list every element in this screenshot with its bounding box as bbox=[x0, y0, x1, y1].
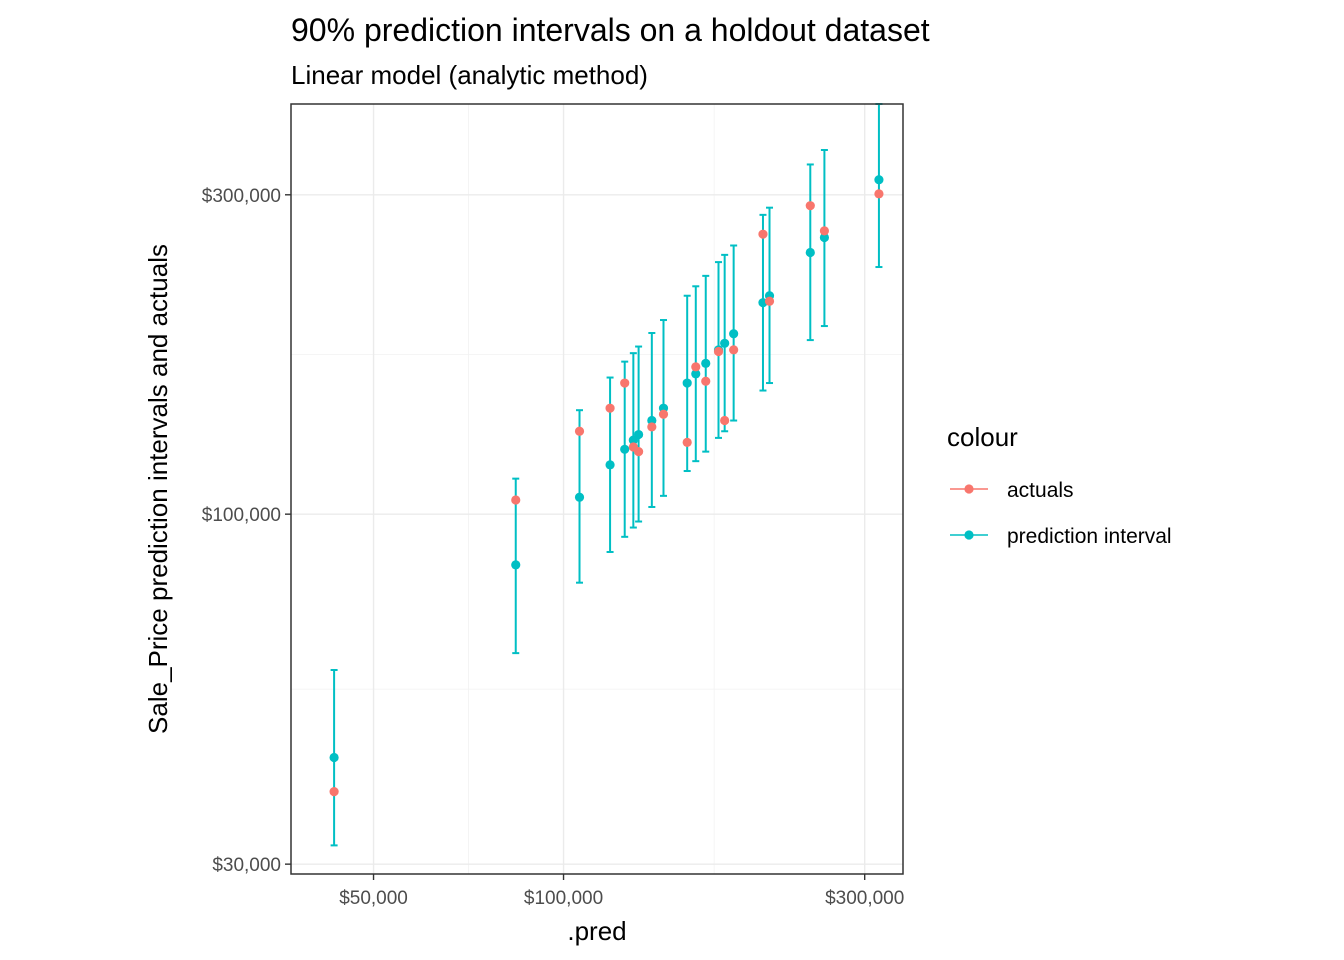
legend: colour actuals prediction interval bbox=[947, 422, 1172, 548]
legend-title: colour bbox=[947, 422, 1018, 452]
series-prediction-interval bbox=[329, 103, 884, 847]
interval-errorbar bbox=[511, 477, 521, 655]
prediction-point bbox=[819, 232, 830, 243]
legend-key-point bbox=[964, 530, 974, 540]
panel-border bbox=[290, 103, 904, 875]
interval-errorbar bbox=[634, 345, 644, 523]
grid-major bbox=[291, 104, 903, 874]
prediction-point bbox=[682, 378, 692, 388]
actual-point bbox=[758, 229, 768, 239]
interval-errorbar bbox=[720, 253, 730, 433]
actual-point bbox=[691, 362, 701, 372]
actual-point bbox=[647, 422, 657, 432]
prediction-point bbox=[720, 338, 730, 348]
actual-point bbox=[574, 426, 585, 436]
prediction-point bbox=[729, 329, 739, 339]
actual-point bbox=[764, 296, 775, 306]
interval-errorbar bbox=[691, 285, 701, 463]
prediction-point bbox=[511, 560, 521, 570]
legend-entry: actuals bbox=[950, 479, 1074, 502]
actual-point bbox=[713, 346, 724, 357]
y-tick-label: $30,000 bbox=[212, 855, 281, 876]
x-tick-label: $100,000 bbox=[524, 888, 603, 909]
chart-subtitle: Linear model (analytic method) bbox=[291, 60, 648, 90]
actual-point bbox=[605, 403, 615, 413]
plot-panel bbox=[290, 103, 904, 875]
y-axis-title: Sale_Price prediction intervals and actu… bbox=[143, 244, 173, 734]
prediction-point bbox=[874, 175, 884, 185]
interval-errorbar bbox=[701, 274, 711, 453]
actual-point bbox=[874, 189, 884, 199]
prediction-point bbox=[647, 415, 657, 426]
interval-errorbar bbox=[819, 148, 830, 328]
y-tick-label: $100,000 bbox=[202, 505, 281, 526]
actual-point bbox=[658, 409, 669, 419]
chart-title: 90% prediction intervals on a holdout da… bbox=[291, 12, 930, 48]
grid-minor bbox=[291, 104, 903, 874]
legend-entry: prediction interval bbox=[950, 525, 1172, 548]
x-axis-title: .pred bbox=[567, 916, 626, 946]
actual-point bbox=[620, 378, 630, 388]
legend-label: actuals bbox=[1007, 479, 1074, 502]
prediction-point bbox=[329, 752, 339, 763]
series-actuals bbox=[329, 189, 884, 797]
x-tick-label: $300,000 bbox=[825, 888, 904, 909]
prediction-point bbox=[620, 444, 630, 454]
prediction-point bbox=[691, 369, 701, 379]
legend-label: prediction interval bbox=[1007, 525, 1172, 548]
interval-errorbar bbox=[729, 244, 739, 422]
x-axis: $50,000 $100,000 $300,000 bbox=[339, 874, 904, 909]
prediction-point bbox=[574, 492, 585, 502]
x-tick-label: $50,000 bbox=[339, 888, 408, 909]
actual-point bbox=[805, 201, 815, 211]
interval-errorbar bbox=[574, 409, 585, 584]
prediction-point bbox=[701, 358, 711, 368]
legend-key-point bbox=[964, 484, 974, 494]
y-tick-label: $300,000 bbox=[202, 186, 281, 207]
actual-point bbox=[701, 376, 711, 386]
prediction-point bbox=[634, 429, 644, 440]
actual-point bbox=[729, 345, 739, 355]
prediction-point bbox=[805, 247, 815, 258]
actual-point bbox=[819, 226, 830, 236]
actual-point bbox=[511, 495, 521, 505]
panel-background bbox=[291, 104, 903, 874]
legend-entries: actuals prediction interval bbox=[950, 479, 1172, 548]
actual-point bbox=[329, 787, 339, 797]
interval-errorbar bbox=[805, 163, 815, 342]
interval-errorbar bbox=[647, 331, 657, 508]
prediction-point bbox=[605, 460, 615, 470]
actual-point bbox=[720, 415, 730, 426]
interval-errorbar bbox=[620, 360, 630, 538]
y-axis: $30,000 $100,000 $300,000 bbox=[202, 186, 291, 876]
actual-point bbox=[682, 437, 692, 448]
actual-point bbox=[634, 447, 644, 457]
interval-errorbar bbox=[329, 669, 339, 847]
